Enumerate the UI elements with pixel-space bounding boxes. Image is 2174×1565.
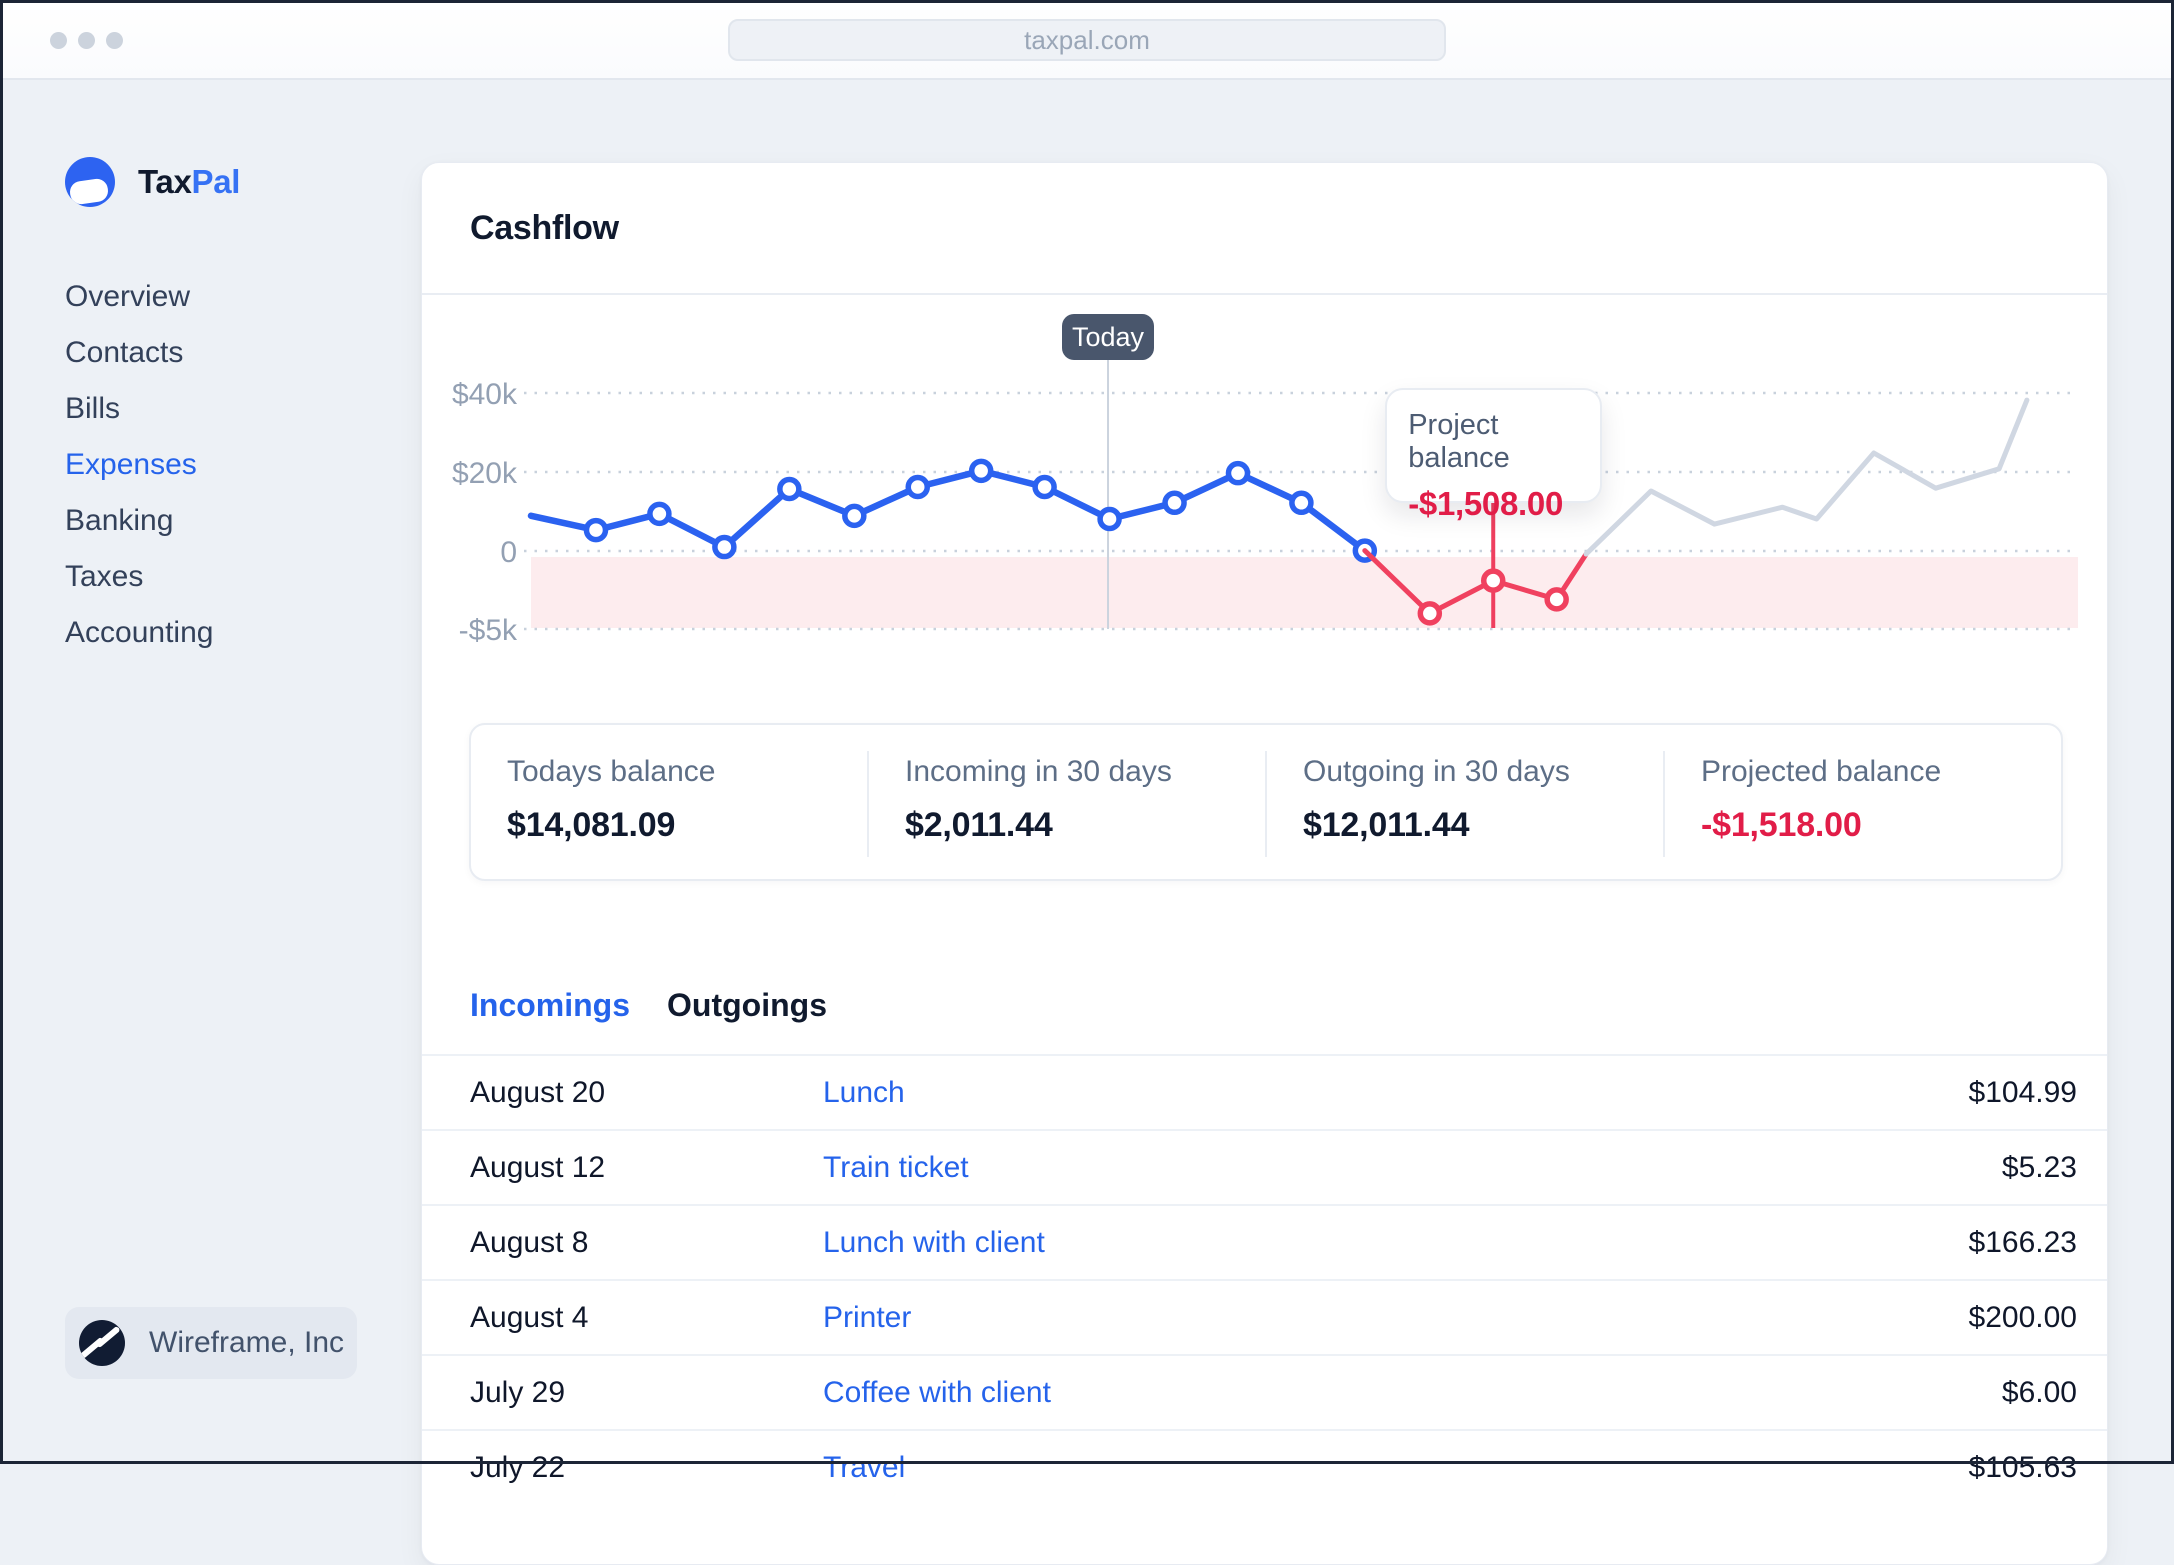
transaction-amount: $104.99 xyxy=(1968,1075,2077,1109)
transaction-date: August 12 xyxy=(470,1150,606,1184)
transactions-tab[interactable]: Outgoings xyxy=(667,989,827,1021)
transaction-amount: $6.00 xyxy=(2001,1375,2077,1409)
stat-value: $14,081.09 xyxy=(507,806,676,844)
url-bar[interactable]: taxpal.com xyxy=(728,19,1446,61)
sidebar-nav-item-label: Overview xyxy=(65,280,191,313)
main-area: Cashflow $40k $20k 0 -$5k Today Project bal… xyxy=(421,80,2174,1565)
transaction-date: August 4 xyxy=(470,1300,589,1334)
page-title: Cashflow xyxy=(470,208,619,247)
url-text: taxpal.com xyxy=(1024,24,1150,55)
transaction-amount: $200.00 xyxy=(1968,1300,2077,1334)
chart-tooltip: Project balance -$1,508.00 xyxy=(1385,388,1603,522)
sidebar-nav-item[interactable]: Accounting xyxy=(65,605,421,661)
table-row: July 29 Coffee with client $6.00 xyxy=(422,1354,2107,1429)
transactions-tabs: Incomings Outgoings xyxy=(470,989,2107,1021)
sidebar-nav-item-label: Expenses xyxy=(65,448,197,481)
sidebar-nav-item-label: Accounting xyxy=(65,616,214,649)
stat-label: Incoming in 30 days xyxy=(905,755,1172,788)
transaction-date: August 20 xyxy=(470,1075,606,1109)
y-axis-tick-label: $20k xyxy=(452,457,518,490)
transaction-link[interactable]: Printer xyxy=(823,1300,912,1334)
transactions-tab[interactable]: Incomings xyxy=(470,989,630,1021)
stat-card: Projected balance -$1,518.00 xyxy=(1663,751,2061,857)
app-shell: TaxPal Overview Contacts Bills Expenses xyxy=(0,80,2174,1565)
sidebar-nav-item-label: Banking xyxy=(65,504,174,537)
brand-name-primary: Tax xyxy=(138,163,192,200)
transaction-amount: $5.23 xyxy=(2001,1150,2077,1184)
sidebar-nav-item-label: Taxes xyxy=(65,560,144,593)
window-dot-icon[interactable] xyxy=(78,32,95,49)
chart-tooltip-value: -$1,508.00 xyxy=(1408,485,1564,522)
workspace-name: Wireframe, Inc xyxy=(149,1326,345,1359)
brand[interactable]: TaxPal xyxy=(65,157,421,207)
transaction-date: July 22 xyxy=(470,1450,566,1484)
transaction-amount: $166.23 xyxy=(1968,1225,2077,1259)
window-controls[interactable] xyxy=(50,32,123,49)
sidebar-nav-item[interactable]: Taxes xyxy=(65,549,421,605)
transactions-tab-label: Outgoings xyxy=(667,987,827,1023)
sidebar-nav-item[interactable]: Contacts xyxy=(65,325,421,381)
stat-label: Todays balance xyxy=(507,755,716,788)
transaction-link[interactable]: Lunch with client xyxy=(823,1225,1045,1259)
sidebar-nav: Overview Contacts Bills Expenses Banking xyxy=(65,269,421,661)
card-header: Cashflow xyxy=(422,163,2107,295)
stat-value: $2,011.44 xyxy=(905,806,1053,844)
transaction-date: August 8 xyxy=(470,1225,589,1259)
transaction-link[interactable]: Coffee with client xyxy=(823,1375,1051,1409)
sidebar: TaxPal Overview Contacts Bills Expenses xyxy=(0,80,421,1462)
sidebar-nav-item[interactable]: Overview xyxy=(65,269,421,325)
transactions-table: August 20 Lunch $104.99 August 12 Train … xyxy=(422,1054,2107,1504)
transaction-amount: $105.63 xyxy=(1968,1450,2077,1484)
workspace-switcher[interactable]: Wireframe, Inc xyxy=(65,1307,357,1379)
cashflow-card: Cashflow $40k $20k 0 -$5k Today Project bal… xyxy=(421,162,2108,1565)
y-axis-tick-label: $40k xyxy=(452,378,518,411)
stat-value: $12,011.44 xyxy=(1303,806,1470,844)
brand-name: TaxPal xyxy=(138,163,240,201)
transaction-date: July 29 xyxy=(470,1375,566,1409)
window-dot-icon[interactable] xyxy=(50,32,67,49)
sidebar-nav-item-label: Contacts xyxy=(65,336,184,369)
brand-name-secondary: Pal xyxy=(191,163,241,200)
chart-canvas: $40k $20k 0 -$5k xyxy=(452,360,2078,647)
stat-label: Outgoing in 30 days xyxy=(1303,755,1570,788)
table-row: July 22 Travel $105.63 xyxy=(422,1429,2107,1504)
window-dot-icon[interactable] xyxy=(106,32,123,49)
workspace-avatar-icon xyxy=(79,1320,125,1366)
today-marker-label: Today xyxy=(1071,321,1145,352)
sidebar-nav-item[interactable]: Banking xyxy=(65,493,421,549)
today-marker: Today xyxy=(1062,314,1155,360)
table-row: August 12 Train ticket $5.23 xyxy=(422,1129,2107,1204)
table-row: August 4 Printer $200.00 xyxy=(422,1279,2107,1354)
taxpal-logo-icon xyxy=(65,157,115,207)
transaction-link[interactable]: Lunch xyxy=(823,1075,905,1109)
sidebar-nav-item[interactable]: Bills xyxy=(65,381,421,437)
stat-value: -$1,518.00 xyxy=(1701,806,1862,844)
table-row: August 20 Lunch $104.99 xyxy=(422,1054,2107,1129)
stat-card: Incoming in 30 days $2,011.44 xyxy=(867,751,1265,857)
browser-chrome: taxpal.com xyxy=(0,0,2174,80)
y-axis-tick-label: 0 xyxy=(500,536,517,569)
chart-tooltip-label: Project balance xyxy=(1408,409,1510,474)
y-axis-tick-label: -$5k xyxy=(459,614,518,647)
transaction-link[interactable]: Travel xyxy=(823,1450,906,1484)
sidebar-nav-item-label: Bills xyxy=(65,392,121,425)
stats-summary: Todays balance $14,081.09 Incoming in 30… xyxy=(469,723,2063,881)
cashflow-chart: $40k $20k 0 -$5k Today Project balance -$1,… xyxy=(422,295,2107,715)
stat-label: Projected balance xyxy=(1701,755,1942,788)
stat-card: Todays balance $14,081.09 xyxy=(471,725,867,879)
table-row: August 8 Lunch with client $166.23 xyxy=(422,1204,2107,1279)
transaction-link[interactable]: Train ticket xyxy=(823,1150,969,1184)
stat-card: Outgoing in 30 days $12,011.44 xyxy=(1265,751,1663,857)
sidebar-nav-item[interactable]: Expenses xyxy=(65,437,421,493)
transactions-tab-label: Incomings xyxy=(470,987,631,1023)
